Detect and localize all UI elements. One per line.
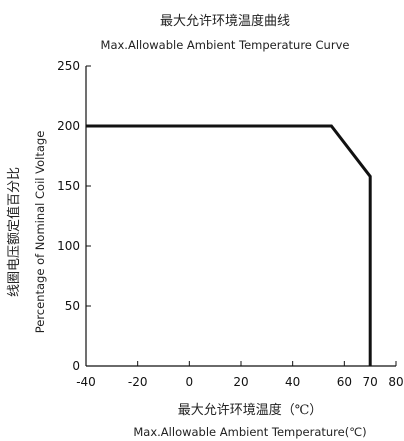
series-line [86,124,372,366]
x-tick-label: 70 [363,375,378,389]
y-axis-label-en: Percentage of Nominal Coil Voltage [33,131,47,334]
y-tick-label: 100 [57,239,80,253]
y-tick-label: 150 [57,179,80,193]
x-axis-label-cn: 最大允许环境温度（℃） [178,402,323,418]
x-tick-label: 0 [186,375,194,389]
plot-area: 0 50 100 150 200 250 -40 -20 0 20 40 60 70 80 [57,59,404,389]
x-tick-label: -40 [76,375,96,389]
y-axis-label-cn: 线圈电压额定值百分比 [6,167,22,297]
x-axis-label-en: Max.Allowable Ambient Temperature(℃) [133,425,366,439]
y-tick-label: 50 [65,299,80,313]
x-tick-label: 60 [337,375,352,389]
chart-title-cn: 最大允许环境温度曲线 [160,13,290,29]
x-tick-label: 80 [388,375,403,389]
y-tick-label: 200 [57,119,80,133]
x-tick-label: 20 [233,375,248,389]
x-tick-label: 40 [285,375,300,389]
y-tick-label: 250 [57,59,80,73]
x-tick-label: -20 [128,375,148,389]
y-tick-label: 0 [72,359,80,373]
chart-title-en: Max.Allowable Ambient Temperature Curve [101,38,350,52]
